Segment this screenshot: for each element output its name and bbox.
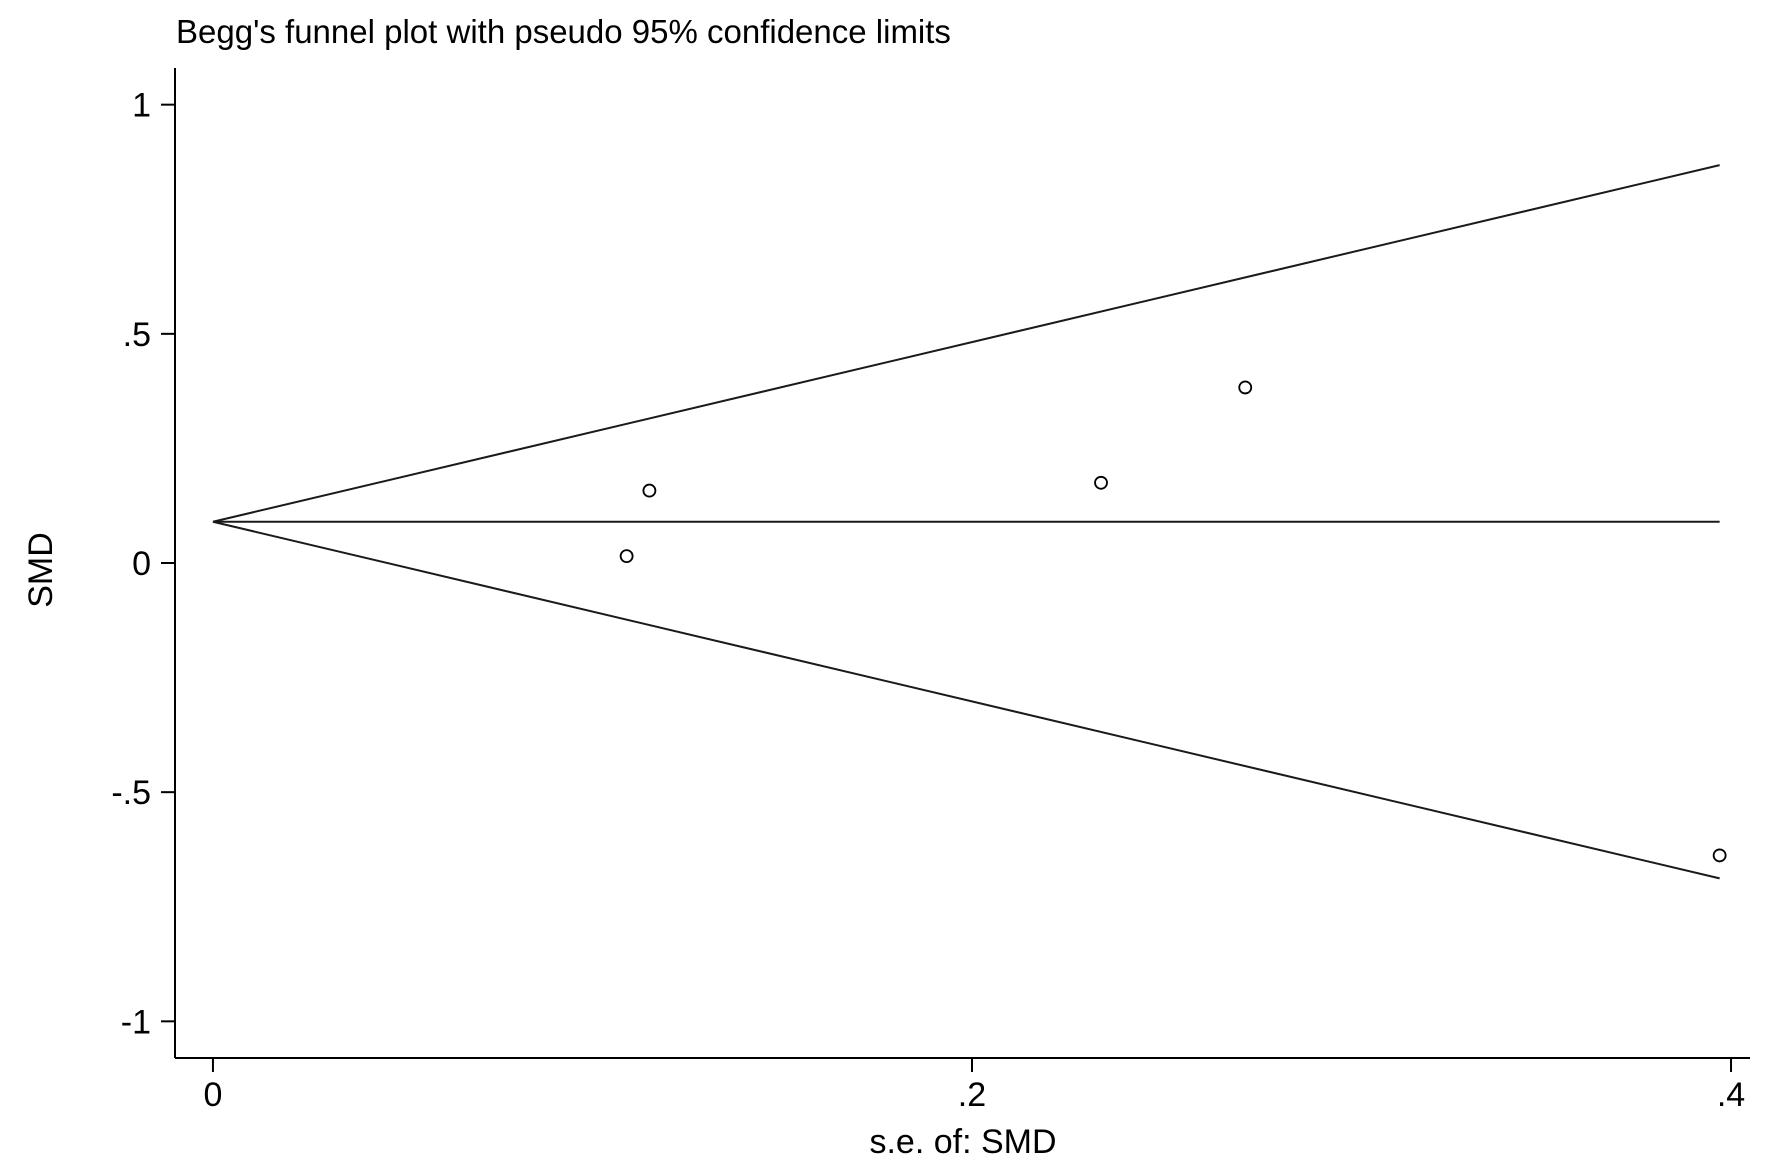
upper-confidence-limit-line bbox=[212, 164, 1720, 523]
x-axis-label: s.e. of: SMD bbox=[869, 1123, 1056, 1161]
data-point bbox=[642, 483, 657, 498]
y-axis-label: SMD bbox=[22, 532, 60, 608]
axes: 1 .5 0 -.5 -1 0 .2 .4 bbox=[111, 68, 1750, 1114]
y-tick-label: -1 bbox=[121, 1003, 151, 1041]
y-tick-label: 1 bbox=[132, 87, 151, 125]
data-point bbox=[619, 549, 634, 564]
y-tick-label: -.5 bbox=[111, 774, 151, 812]
lower-confidence-limit-line bbox=[212, 520, 1720, 880]
x-tick-label: 0 bbox=[203, 1076, 222, 1114]
data-point bbox=[1238, 380, 1253, 395]
funnel-lines bbox=[212, 164, 1720, 880]
y-tick-label: .5 bbox=[123, 316, 151, 354]
x-tick-label: .4 bbox=[1717, 1076, 1745, 1114]
data-points bbox=[619, 380, 1727, 863]
y-tick-label: 0 bbox=[132, 545, 151, 583]
data-point bbox=[1712, 848, 1727, 863]
data-point bbox=[1094, 475, 1108, 490]
chart-title: Begg's funnel plot with pseudo 95% confi… bbox=[176, 13, 951, 50]
x-tick-label: .2 bbox=[958, 1076, 986, 1114]
